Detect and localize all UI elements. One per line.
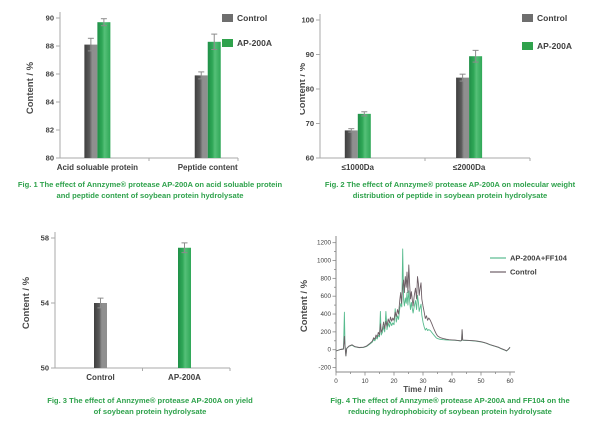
- svg-text:AP-200A: AP-200A: [237, 38, 272, 48]
- bar-Control: [94, 303, 107, 368]
- svg-text:60: 60: [306, 154, 314, 163]
- svg-text:Time / min: Time / min: [403, 385, 443, 394]
- svg-text:58: 58: [41, 234, 49, 243]
- svg-text:50: 50: [477, 378, 485, 385]
- svg-text:-200: -200: [318, 365, 331, 372]
- figure-2: 60 70 80 90 100 Content / % ≤1000Da ≤2000Da Cont…: [300, 0, 600, 217]
- figure-1-caption: Fig. 1 The effect of Annzyme® protease A…: [17, 180, 283, 200]
- svg-text:50: 50: [41, 364, 49, 373]
- svg-text:20: 20: [390, 378, 398, 385]
- bar-Control: [84, 44, 98, 158]
- svg-text:40: 40: [448, 378, 456, 385]
- svg-text:30: 30: [419, 378, 427, 385]
- svg-text:200: 200: [320, 329, 331, 336]
- svg-text:800: 800: [320, 275, 331, 282]
- figure-3: 50 54 58 Content / % Control AP-200A Fig. 3 T…: [0, 216, 300, 433]
- bars: [344, 49, 483, 158]
- line-Control: [335, 264, 511, 357]
- legend: Control AP-200A: [522, 13, 572, 51]
- svg-text:60: 60: [506, 378, 514, 385]
- svg-text:70: 70: [306, 119, 314, 128]
- svg-text:Control: Control: [86, 373, 114, 382]
- legend: AP-200A+FF104 Control: [490, 254, 568, 277]
- svg-text:1200: 1200: [317, 240, 332, 247]
- svg-text:88: 88: [46, 42, 54, 51]
- axes: 60 70 80 90 100: [301, 14, 531, 163]
- svg-text:AP-200A: AP-200A: [537, 41, 572, 51]
- svg-text:≤1000Da: ≤1000Da: [342, 163, 375, 172]
- figure-2-caption: Fig. 2 The effect of Annzyme® protease A…: [324, 180, 576, 200]
- svg-text:100: 100: [301, 16, 314, 25]
- bar-Control: [344, 130, 358, 158]
- svg-text:Content / %: Content / %: [300, 279, 310, 332]
- svg-text:≤2000Da: ≤2000Da: [453, 163, 486, 172]
- bar-AP-200A: [469, 56, 483, 158]
- svg-text:Content / %: Content / %: [21, 276, 32, 329]
- svg-text:AP-200A+FF104: AP-200A+FF104: [510, 254, 568, 263]
- svg-text:0: 0: [334, 378, 338, 385]
- svg-text:80: 80: [46, 154, 54, 163]
- bar-Control: [456, 77, 470, 158]
- figure-4-caption: Fig. 4 The effect of Annzyme® protease A…: [330, 396, 570, 416]
- figure-3-caption: Fig. 3 The effect of Annzyme® protease A…: [47, 396, 253, 416]
- svg-text:1000: 1000: [317, 258, 332, 265]
- svg-text:Content / %: Content / %: [25, 61, 36, 114]
- svg-text:84: 84: [46, 98, 55, 107]
- figure-3-bar-chart: 50 54 58 Content / % Control AP-200A: [21, 232, 231, 382]
- svg-text:400: 400: [320, 311, 331, 318]
- svg-text:Control: Control: [537, 13, 567, 23]
- bar-AP-200A: [207, 41, 221, 158]
- figure-1: 80 82 84 86 88 90 Content / % Acid soluable pro…: [0, 0, 300, 217]
- bar-AP-200A: [357, 113, 371, 158]
- figure-4: -200 0 200 400 600 800 1000 1200 0 10 20 30 40 50 60 Ti…: [300, 216, 600, 433]
- svg-text:54: 54: [41, 299, 50, 308]
- svg-text:90: 90: [46, 14, 54, 23]
- svg-text:AP-200A: AP-200A: [168, 373, 201, 382]
- svg-text:86: 86: [46, 70, 54, 79]
- svg-text:Peptide content: Peptide content: [178, 163, 238, 172]
- svg-text:600: 600: [320, 293, 331, 300]
- figure-2-bar-chart: 60 70 80 90 100 Content / % ≤1000Da ≤2000Da Cont…: [300, 13, 572, 172]
- svg-text:80: 80: [306, 85, 314, 94]
- svg-text:Content / %: Content / %: [300, 62, 308, 115]
- svg-text:10: 10: [361, 378, 369, 385]
- svg-text:0: 0: [327, 347, 331, 354]
- bar-AP-200A: [97, 22, 111, 159]
- svg-text:Acid soluable protein: Acid soluable protein: [57, 163, 138, 172]
- bars: [84, 18, 221, 159]
- figure-1-bar-chart: 80 82 84 86 88 90 Content / % Acid soluable pro…: [25, 12, 272, 172]
- legend: Control AP-200A: [222, 13, 272, 48]
- bar-AP-200A: [178, 247, 191, 368]
- bar-Control: [194, 75, 208, 158]
- line-AP-200A+FF104: [335, 248, 511, 357]
- bars: [94, 242, 191, 368]
- svg-text:Control: Control: [237, 13, 267, 23]
- svg-text:90: 90: [306, 50, 314, 59]
- series-lines: [335, 248, 511, 357]
- axes: 50 54 58: [41, 232, 231, 373]
- svg-text:Control: Control: [510, 268, 537, 277]
- svg-text:82: 82: [46, 126, 54, 135]
